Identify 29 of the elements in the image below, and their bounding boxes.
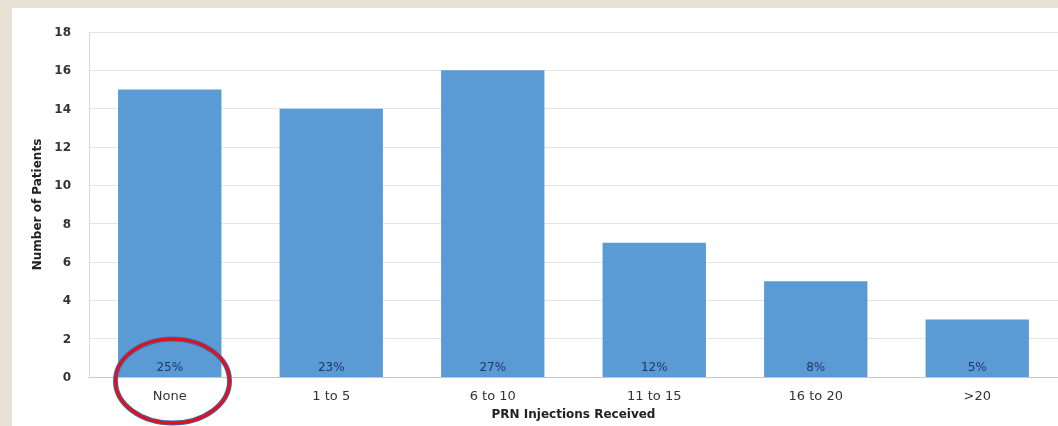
- x-tick-label: 16 to 20: [788, 388, 843, 403]
- bar: [764, 281, 868, 377]
- y-tick-label: 18: [54, 25, 71, 39]
- x-tick-label: 1 to 5: [312, 388, 351, 403]
- y-tick-label: 8: [62, 216, 71, 231]
- annotation: 25%: [156, 360, 184, 374]
- y-tick-label: 16: [54, 63, 71, 78]
- x-tick-label: 11 to 15: [627, 388, 682, 403]
- x-tick-label: >20: [963, 388, 991, 403]
- x-tick-label: 6 to 10: [469, 388, 516, 403]
- bar: [602, 242, 706, 377]
- annotation: 23%: [317, 360, 345, 374]
- y-tick-label: 10: [54, 178, 71, 193]
- annotation: 27%: [479, 360, 507, 374]
- bar: [925, 319, 1029, 377]
- bar: [279, 108, 383, 377]
- y-tick-label: 0: [62, 370, 71, 384]
- annotation: 5%: [967, 360, 987, 374]
- y-tick-label: 6: [62, 255, 71, 269]
- y-tick-label: 4: [62, 293, 71, 308]
- annotation: 12%: [640, 360, 668, 374]
- y-tick-label: 2: [62, 331, 71, 346]
- annotation: 8%: [806, 360, 826, 374]
- y-axis-title: Number of Patients: [30, 138, 44, 271]
- x-tick-label: None: [152, 388, 187, 403]
- y-tick-label: 12: [54, 140, 71, 154]
- y-tick-label: 14: [54, 101, 71, 116]
- x-axis-title: PRN Injections Received: [491, 407, 656, 421]
- bar: [441, 70, 545, 377]
